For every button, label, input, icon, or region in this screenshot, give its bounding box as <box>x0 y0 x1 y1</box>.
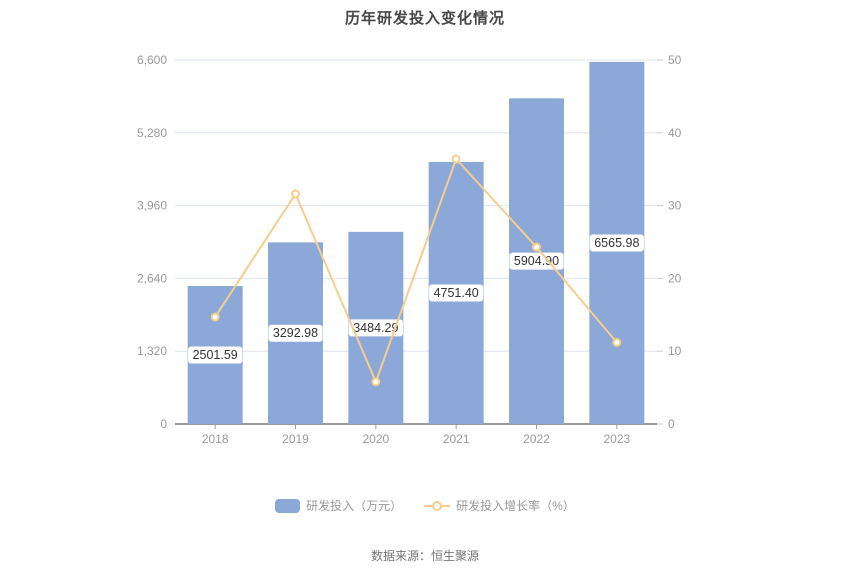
bar-label-box <box>509 252 564 270</box>
legend-item-rd-investment[interactable]: 研发投入（万元） <box>275 497 402 514</box>
bar-label-box <box>268 324 323 342</box>
left-axis-tick-label: 5,280 <box>137 126 167 140</box>
line-point-2021[interactable] <box>451 154 461 164</box>
bar-series-label: 研发投入（万元） <box>306 499 403 513</box>
x-axis-category-label: 2019 <box>282 432 309 446</box>
bar-value-label: 3484.29 <box>353 321 398 335</box>
x-axis-category-label: 2023 <box>603 432 630 446</box>
growth-rate-line <box>214 158 618 383</box>
bar-value-label: 6565.98 <box>594 236 639 250</box>
bar-series-swatch <box>275 498 301 513</box>
x-axis-category-label: 2018 <box>202 432 229 446</box>
right-axis-tick-label: 30 <box>668 199 682 213</box>
bar-label-box <box>429 284 484 302</box>
x-axis-category-label: 2022 <box>523 432 550 446</box>
right-axis-tick-label: 50 <box>668 53 682 67</box>
plot-area: 0 1,320 2,640 3,960 5,280 6,600 0 10 20 30 40 50 201… <box>137 53 682 446</box>
left-axis-tick-label: 2,640 <box>137 271 167 285</box>
line-point-2019[interactable] <box>291 189 300 199</box>
bar-value-label: 5904.90 <box>514 254 559 268</box>
line-point-2022[interactable] <box>532 242 541 252</box>
left-axis-tick-label: 1,320 <box>137 344 167 358</box>
legend-item-growth-rate[interactable]: 研发投入增长率（%） <box>424 497 575 514</box>
line-series-label: 研发投入增长率（%） <box>456 499 575 513</box>
line-point-2020[interactable] <box>371 377 381 387</box>
left-axis-tick-label: 3,960 <box>137 199 167 213</box>
bar-value-label: 4751.40 <box>434 286 479 300</box>
hollow-circle-icon <box>432 500 443 511</box>
bar-value-label: 2501.59 <box>193 348 238 362</box>
left-axis-tick-label: 0 <box>160 417 167 431</box>
line-point-2018[interactable] <box>210 312 220 322</box>
x-axis-category-label: 2021 <box>443 432 470 446</box>
chart-title: 历年研发投入变化情况 <box>344 10 505 27</box>
bar-label-box <box>348 319 403 337</box>
line-point-2023[interactable] <box>612 337 622 347</box>
bar-value-label: 3292.98 <box>273 326 318 340</box>
bar-label-box <box>589 234 644 252</box>
left-axis-tick-label: 6,600 <box>137 53 167 67</box>
bar-label-box <box>188 346 243 364</box>
line-series-swatch <box>424 499 451 513</box>
right-axis-tick-label: 0 <box>668 417 675 431</box>
legend: 研发投入（万元） 研发投入增长率（%） <box>0 497 850 514</box>
data-source: 数据来源：恒生聚源 <box>370 549 479 563</box>
right-axis-tick-label: 20 <box>668 271 682 285</box>
x-axis-category-label: 2020 <box>362 432 389 446</box>
right-axis-tick-label: 40 <box>668 126 682 140</box>
right-axis-tick-label: 10 <box>668 344 682 358</box>
